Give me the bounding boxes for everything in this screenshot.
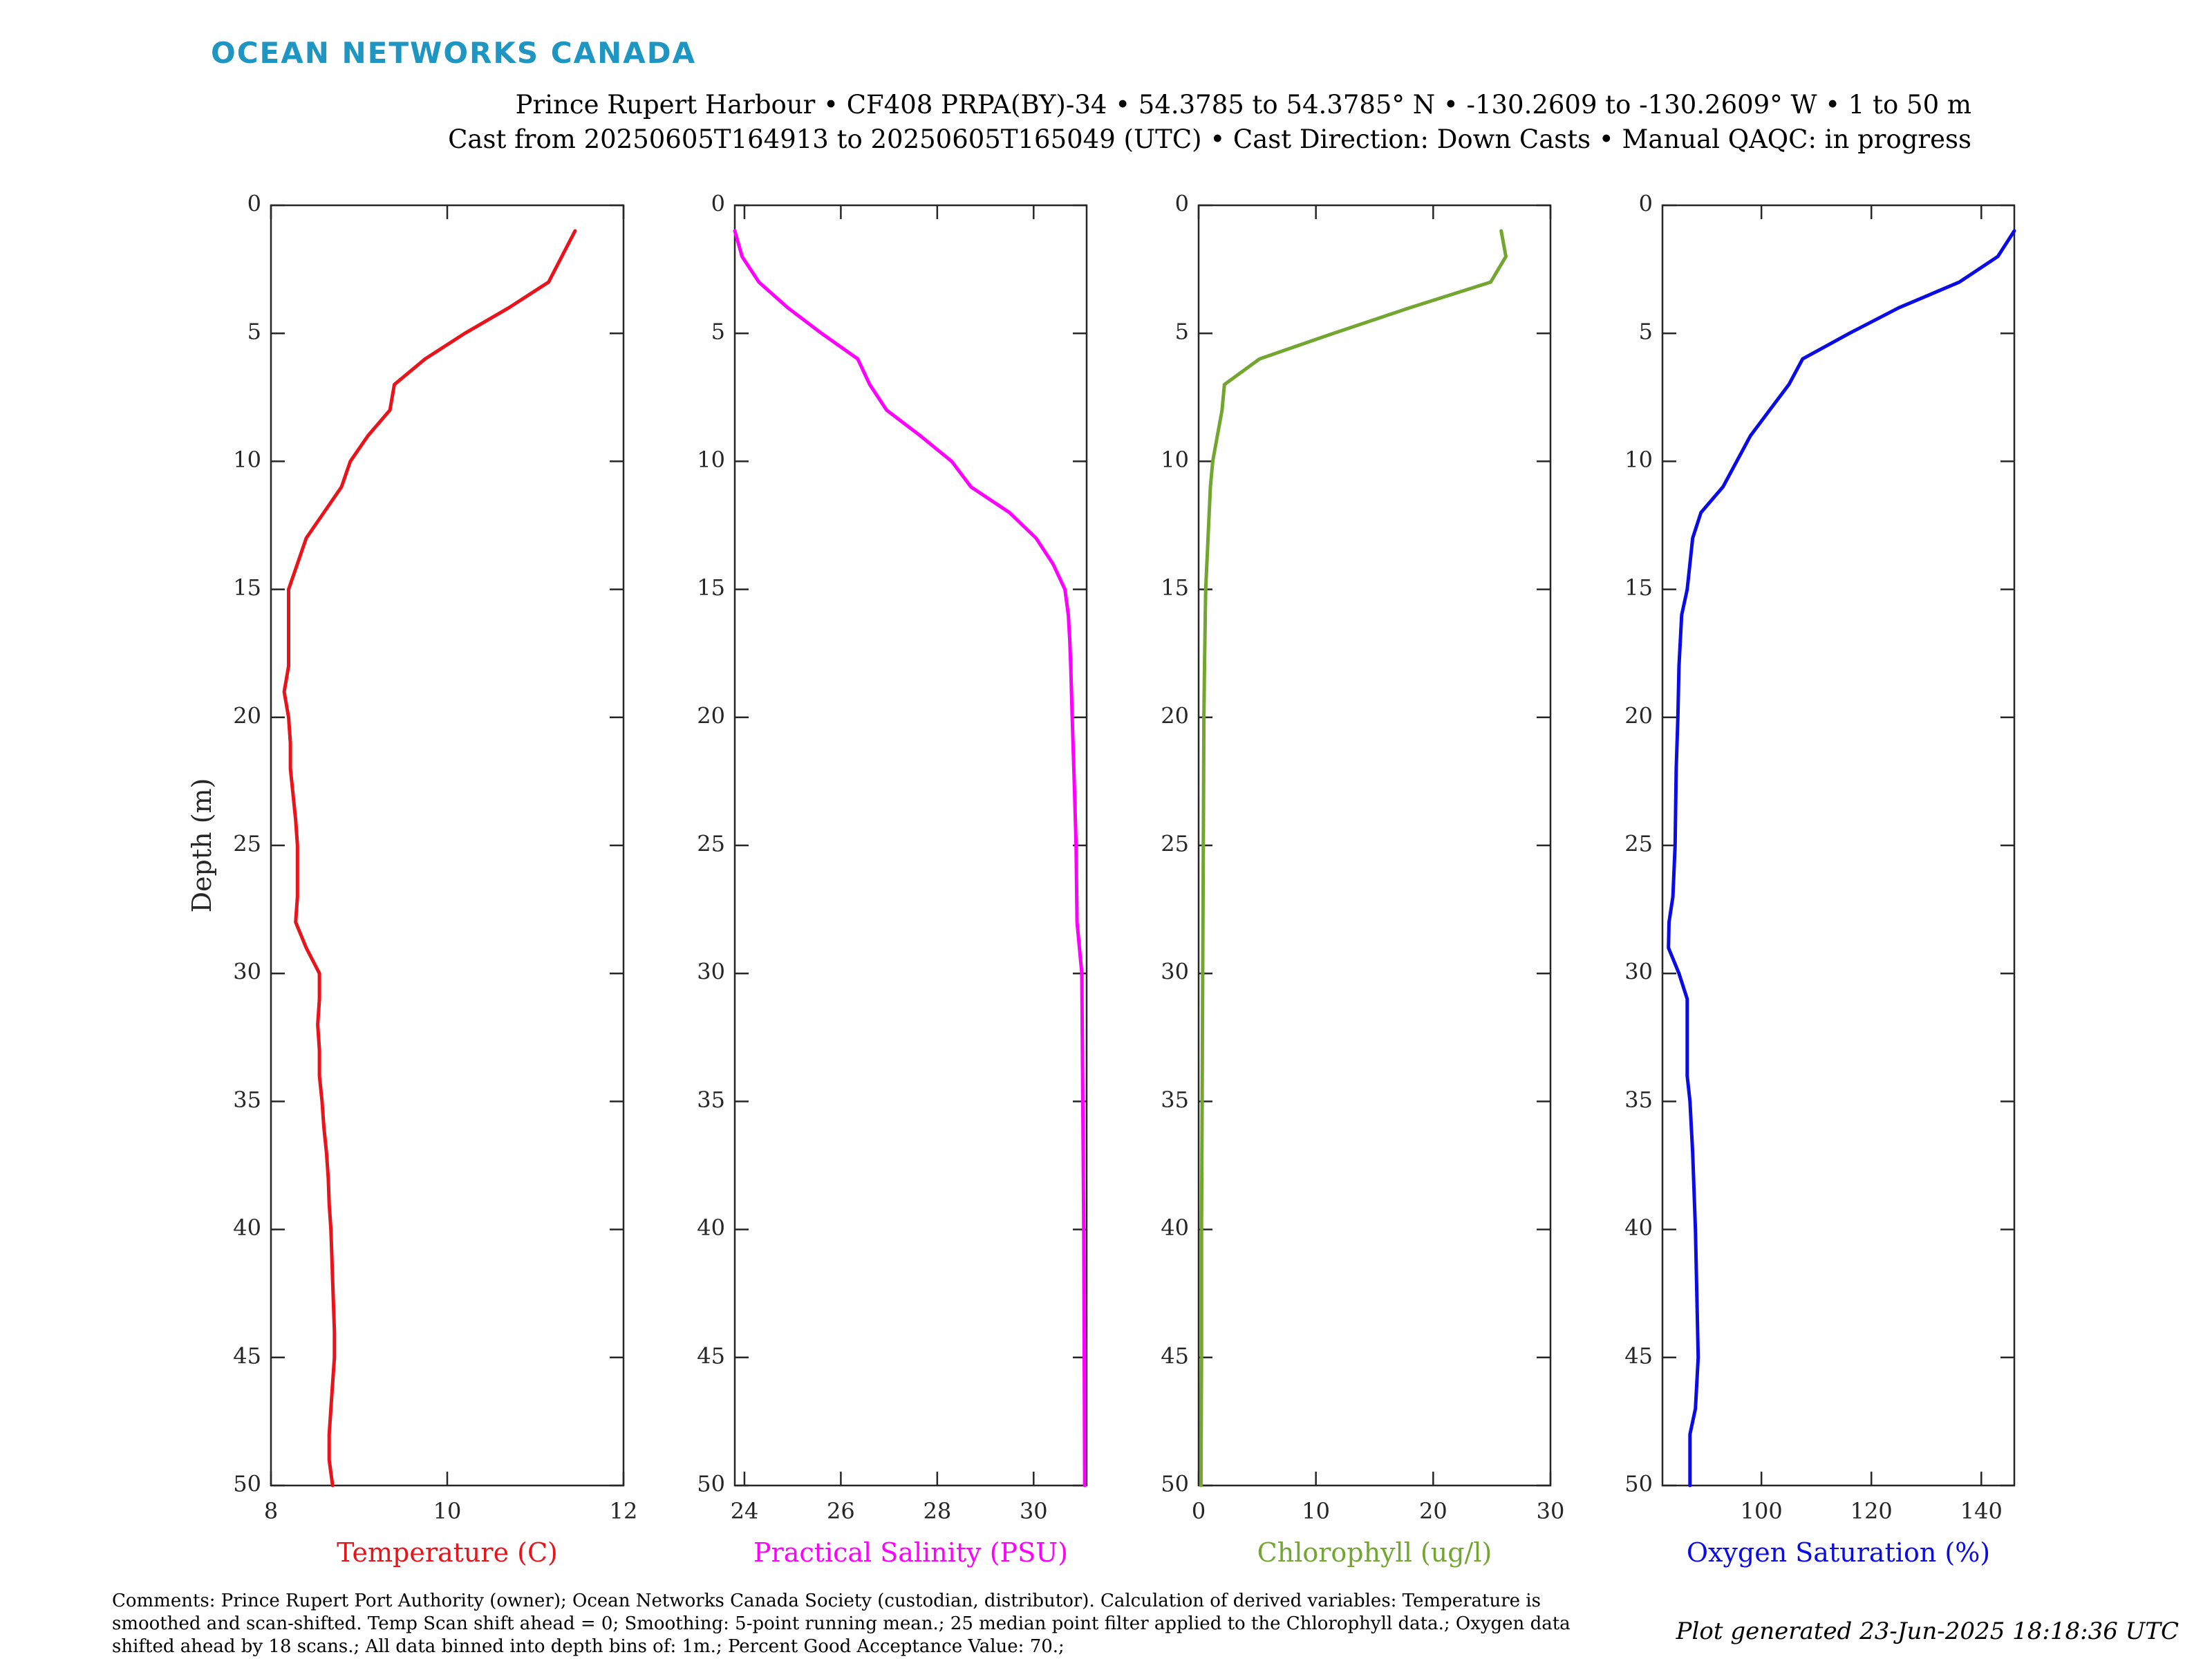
plot-generated-timestamp: Plot generated 23-Jun-2025 18:18:36 UTC xyxy=(1676,1618,2179,1645)
panel-3-axes-box xyxy=(1197,204,1552,1487)
panel-3-ytick-label: 10 xyxy=(1161,447,1189,473)
panel-2-ytick-label: 35 xyxy=(697,1087,725,1113)
panel-4-xtick-label: 120 xyxy=(1850,1498,1893,1524)
panel-4-ytick-label: 25 xyxy=(1624,831,1653,857)
panel-3-xtick-label: 10 xyxy=(1302,1498,1330,1524)
panel-1-ytick-label: 0 xyxy=(247,191,261,217)
panel-4-ytick-label: 45 xyxy=(1624,1342,1653,1369)
panel-3-ytick-label: 35 xyxy=(1161,1087,1189,1113)
panel-2-ytick-label: 0 xyxy=(711,191,725,217)
panel-3-ytick-label: 50 xyxy=(1161,1471,1189,1497)
panel-1-ytick-label: 45 xyxy=(233,1342,261,1369)
panel-4-ytick-label: 40 xyxy=(1624,1215,1653,1241)
panel-1-ytick-label: 10 xyxy=(233,447,261,473)
panel-1-xaxis-label: Temperature (C) xyxy=(337,1537,558,1568)
panel-3-ytick-label: 15 xyxy=(1161,574,1189,601)
cast-details-subtitle: Cast from 20250605T164913 to 20250605T16… xyxy=(448,124,1971,154)
panel-3-ytick-label: 20 xyxy=(1161,702,1189,729)
panel-3-ytick-label: 25 xyxy=(1161,831,1189,857)
panel-2-profile-line xyxy=(733,229,1087,1488)
panel-1-ytick-label: 15 xyxy=(233,574,261,601)
panel-2-ytick-label: 5 xyxy=(711,319,725,345)
panel-4-ytick-label: 20 xyxy=(1624,702,1653,729)
panel-4-xtick-label: 100 xyxy=(1741,1498,1783,1524)
panel-3-ytick-label: 30 xyxy=(1161,959,1189,985)
panel-1-xtick-label: 10 xyxy=(433,1498,462,1524)
panel-2-ytick-label: 10 xyxy=(697,447,725,473)
panel-2-ytick-label: 45 xyxy=(697,1342,725,1369)
panel-1-ytick-label: 5 xyxy=(247,319,261,345)
panel-2-ytick-label: 50 xyxy=(697,1471,725,1497)
panel-3-ytick-label: 40 xyxy=(1161,1215,1189,1241)
panel-2-xtick-label: 24 xyxy=(731,1498,759,1524)
panel-4-ytick-label: 30 xyxy=(1624,959,1653,985)
panel-2-ytick-label: 40 xyxy=(697,1215,725,1241)
panel-4-ytick-label: 0 xyxy=(1639,191,1653,217)
panel-4-xaxis-label: Oxygen Saturation (%) xyxy=(1687,1537,1990,1568)
panel-1-yaxis-label: Depth (m) xyxy=(187,778,217,913)
panel-3-xtick-label: 30 xyxy=(1537,1498,1565,1524)
panel-1-ytick-label: 30 xyxy=(233,959,261,985)
panel-3-xaxis-label: Chlorophyll (ug/l) xyxy=(1257,1537,1492,1568)
comments-text: Comments: Prince Rupert Port Authority (… xyxy=(112,1591,1571,1657)
panel-2-ytick-label: 20 xyxy=(697,702,725,729)
panel-1-xtick-label: 12 xyxy=(610,1498,638,1524)
panel-2-axes-box xyxy=(733,204,1088,1487)
panel-4-xtick-label: 140 xyxy=(1960,1498,2003,1524)
panel-4-axes-box xyxy=(1661,204,2016,1487)
panel-2-ytick-label: 25 xyxy=(697,831,725,857)
panel-1-ytick-label: 35 xyxy=(233,1087,261,1113)
panel-2-xtick-label: 28 xyxy=(923,1498,951,1524)
panel-3-ytick-label: 5 xyxy=(1175,319,1189,345)
panel-2-xtick-label: 26 xyxy=(827,1498,855,1524)
panel-2-ytick-label: 30 xyxy=(697,959,725,985)
panel-2-ytick-label: 15 xyxy=(697,574,725,601)
panel-2-xaxis-label: Practical Salinity (PSU) xyxy=(753,1537,1068,1568)
panel-4-ytick-label: 35 xyxy=(1624,1087,1653,1113)
panel-4-ytick-label: 15 xyxy=(1624,574,1653,601)
panel-3-ytick-label: 0 xyxy=(1175,191,1189,217)
cast-location-title: Prince Rupert Harbour • CF408 PRPA(BY)-3… xyxy=(515,90,1971,120)
panel-1-xtick-label: 8 xyxy=(264,1498,278,1524)
panel-3-xtick-label: 0 xyxy=(1192,1498,1206,1524)
panel-3-profile-line xyxy=(1199,229,1508,1488)
panel-2-xtick-label: 30 xyxy=(1020,1498,1048,1524)
panel-4-ytick-label: 50 xyxy=(1624,1471,1653,1497)
panel-1-ytick-label: 50 xyxy=(233,1471,261,1497)
panel-1-profile-line xyxy=(282,229,577,1488)
panel-1-ytick-label: 25 xyxy=(233,831,261,857)
panel-1-axes-box xyxy=(270,204,625,1487)
panel-1-ytick-label: 20 xyxy=(233,702,261,729)
panel-4-ytick-label: 10 xyxy=(1624,447,1653,473)
panel-3-ytick-label: 45 xyxy=(1161,1342,1189,1369)
brand-logo-text: OCEAN NETWORKS CANADA xyxy=(211,36,697,70)
panel-4-ytick-label: 5 xyxy=(1639,319,1653,345)
panel-3-xtick-label: 20 xyxy=(1419,1498,1447,1524)
panel-1-ytick-label: 40 xyxy=(233,1215,261,1241)
panel-4-profile-line xyxy=(1667,229,2016,1488)
